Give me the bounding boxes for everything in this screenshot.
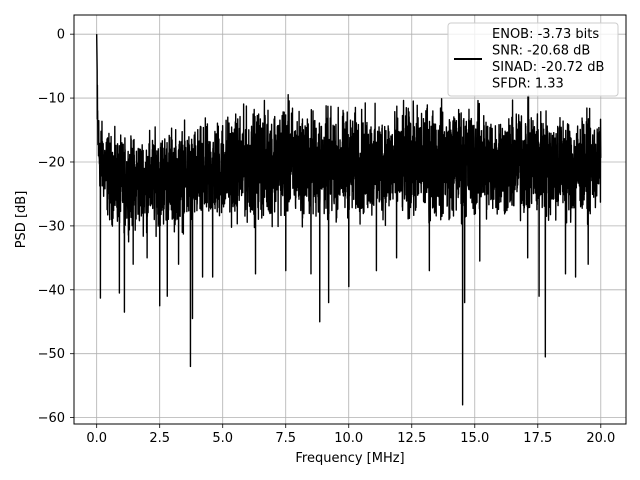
- legend-entry-enob: ENOB: -3.73 bits: [492, 27, 599, 42]
- x-tick-label: 2.5: [149, 431, 170, 446]
- y-tick-label: −30: [38, 219, 65, 234]
- x-tick-label: 5.0: [212, 431, 233, 446]
- x-tick-label: 0.0: [86, 431, 107, 446]
- y-axis-title: PSD [dB]: [14, 191, 29, 249]
- legend-entry-sfdr: SFDR: 1.33: [492, 77, 564, 92]
- plot-area: [95, 34, 602, 406]
- x-tick-label: 20.0: [586, 431, 615, 446]
- x-axis-title: Frequency [MHz]: [295, 451, 404, 466]
- legend-entry-snr: SNR: -20.68 dB: [492, 44, 590, 59]
- legend-box: [447, 22, 619, 97]
- y-tick-label: −40: [38, 283, 65, 298]
- x-tick-label: 17.5: [523, 431, 552, 446]
- x-tick-label: 15.0: [460, 431, 489, 446]
- x-tick-label: 10.0: [334, 431, 363, 446]
- axes-frame: [73, 14, 627, 425]
- y-tick-label: −10: [38, 92, 65, 107]
- series-group: [95, 34, 602, 406]
- y-tick-label: −50: [38, 347, 65, 362]
- x-tick-label: 7.5: [275, 431, 296, 446]
- legend-entry-sinad: SINAD: -20.72 dB: [492, 60, 604, 75]
- y-tick-label: −60: [38, 411, 65, 426]
- y-tick-label: −20: [38, 155, 65, 170]
- x-axis: 0.0 2.5 5.0 7.5 10.0 12.5 15.0 17.5 20.0: [86, 424, 615, 446]
- x-tick-label: 12.5: [397, 431, 426, 446]
- psd-series-line: [95, 34, 602, 406]
- legend: ENOB: -3.73 bits SNR: -20.68 dB SINAD: -…: [447, 22, 619, 97]
- y-axis: 0 −10 −20 −30 −40 −50 −60: [38, 28, 74, 426]
- y-tick-label: 0: [57, 28, 65, 43]
